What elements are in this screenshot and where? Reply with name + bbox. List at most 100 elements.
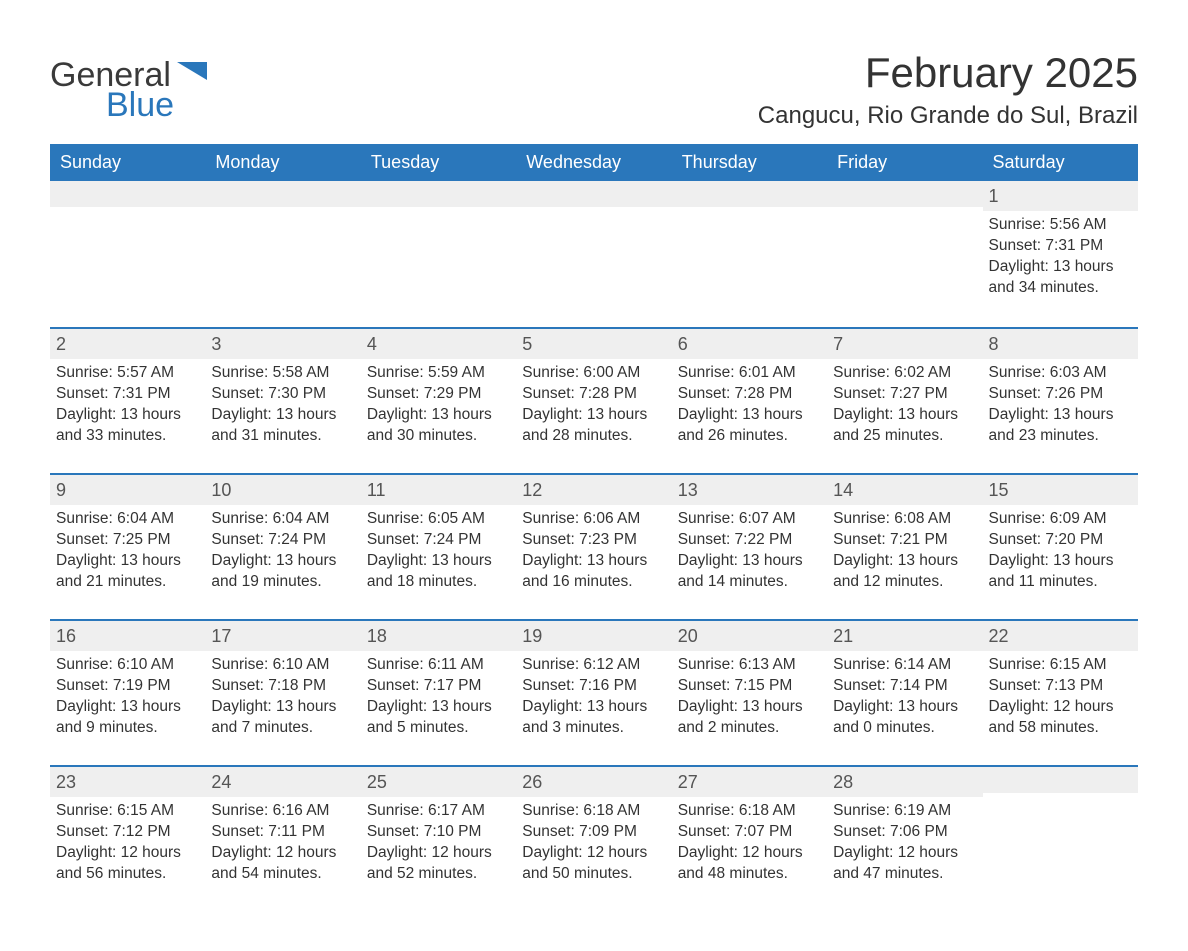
calendar-page: General Blue February 2025 Cangucu, Rio … [0, 0, 1188, 951]
sunrise-text: Sunrise: 6:05 AM [367, 509, 510, 530]
calendar-day-cell: 27Sunrise: 6:18 AMSunset: 7:07 PMDayligh… [672, 767, 827, 911]
daylight-text: Daylight: 12 hours and 58 minutes. [989, 697, 1132, 739]
dow-sunday: Sunday [50, 144, 205, 181]
daylight-text: Daylight: 13 hours and 5 minutes. [367, 697, 510, 739]
logo-triangle-icon [177, 58, 207, 85]
calendar-day-cell [827, 181, 982, 327]
daylight-text: Daylight: 12 hours and 54 minutes. [211, 843, 354, 885]
day-body: Sunrise: 6:11 AMSunset: 7:17 PMDaylight:… [361, 651, 516, 749]
calendar-day-cell [361, 181, 516, 327]
day-number: 19 [516, 621, 671, 651]
dow-thursday: Thursday [672, 144, 827, 181]
calendar-day-cell: 21Sunrise: 6:14 AMSunset: 7:14 PMDayligh… [827, 621, 982, 765]
sunset-text: Sunset: 7:16 PM [522, 676, 665, 697]
sunrise-text: Sunrise: 5:57 AM [56, 363, 199, 384]
sunrise-text: Sunrise: 6:18 AM [678, 801, 821, 822]
day-number: 15 [983, 475, 1138, 505]
daylight-text: Daylight: 13 hours and 11 minutes. [989, 551, 1132, 593]
day-body [361, 207, 516, 221]
calendar-day-cell: 10Sunrise: 6:04 AMSunset: 7:24 PMDayligh… [205, 475, 360, 619]
calendar-day-cell: 1Sunrise: 5:56 AMSunset: 7:31 PMDaylight… [983, 181, 1138, 327]
daylight-text: Daylight: 13 hours and 30 minutes. [367, 405, 510, 447]
sunset-text: Sunset: 7:21 PM [833, 530, 976, 551]
calendar-day-cell [516, 181, 671, 327]
daylight-text: Daylight: 13 hours and 31 minutes. [211, 405, 354, 447]
calendar-day-cell: 22Sunrise: 6:15 AMSunset: 7:13 PMDayligh… [983, 621, 1138, 765]
calendar-day-cell: 4Sunrise: 5:59 AMSunset: 7:29 PMDaylight… [361, 329, 516, 473]
day-number: 26 [516, 767, 671, 797]
sunset-text: Sunset: 7:31 PM [989, 236, 1132, 257]
day-number: 23 [50, 767, 205, 797]
dow-monday: Monday [205, 144, 360, 181]
day-body [205, 207, 360, 221]
dow-saturday: Saturday [983, 144, 1138, 181]
day-body: Sunrise: 6:16 AMSunset: 7:11 PMDaylight:… [205, 797, 360, 895]
sunset-text: Sunset: 7:19 PM [56, 676, 199, 697]
calendar-day-cell: 17Sunrise: 6:10 AMSunset: 7:18 PMDayligh… [205, 621, 360, 765]
sunset-text: Sunset: 7:06 PM [833, 822, 976, 843]
day-number: 10 [205, 475, 360, 505]
day-number [205, 181, 360, 207]
day-number: 17 [205, 621, 360, 651]
day-number: 14 [827, 475, 982, 505]
sunrise-text: Sunrise: 6:14 AM [833, 655, 976, 676]
sunset-text: Sunset: 7:14 PM [833, 676, 976, 697]
calendar-day-cell: 20Sunrise: 6:13 AMSunset: 7:15 PMDayligh… [672, 621, 827, 765]
sunrise-text: Sunrise: 6:07 AM [678, 509, 821, 530]
day-body [827, 207, 982, 221]
day-number [361, 181, 516, 207]
day-number: 11 [361, 475, 516, 505]
calendar-day-cell: 6Sunrise: 6:01 AMSunset: 7:28 PMDaylight… [672, 329, 827, 473]
day-body: Sunrise: 6:09 AMSunset: 7:20 PMDaylight:… [983, 505, 1138, 603]
day-number [672, 181, 827, 207]
day-number: 28 [827, 767, 982, 797]
daylight-text: Daylight: 12 hours and 56 minutes. [56, 843, 199, 885]
day-number [827, 181, 982, 207]
calendar-day-cell: 13Sunrise: 6:07 AMSunset: 7:22 PMDayligh… [672, 475, 827, 619]
day-body: Sunrise: 6:04 AMSunset: 7:25 PMDaylight:… [50, 505, 205, 603]
sunrise-text: Sunrise: 6:15 AM [56, 801, 199, 822]
sunrise-text: Sunrise: 6:03 AM [989, 363, 1132, 384]
day-body: Sunrise: 6:03 AMSunset: 7:26 PMDaylight:… [983, 359, 1138, 457]
sunrise-text: Sunrise: 6:01 AM [678, 363, 821, 384]
calendar-week: 2Sunrise: 5:57 AMSunset: 7:31 PMDaylight… [50, 327, 1138, 473]
logo-word-blue: Blue [106, 88, 207, 122]
dow-wednesday: Wednesday [516, 144, 671, 181]
calendar-day-cell: 11Sunrise: 6:05 AMSunset: 7:24 PMDayligh… [361, 475, 516, 619]
day-number: 5 [516, 329, 671, 359]
calendar-week: 9Sunrise: 6:04 AMSunset: 7:25 PMDaylight… [50, 473, 1138, 619]
month-title: February 2025 [758, 50, 1138, 96]
calendar-day-cell: 9Sunrise: 6:04 AMSunset: 7:25 PMDaylight… [50, 475, 205, 619]
sunrise-text: Sunrise: 5:56 AM [989, 215, 1132, 236]
day-body: Sunrise: 6:05 AMSunset: 7:24 PMDaylight:… [361, 505, 516, 603]
day-of-week-header: Sunday Monday Tuesday Wednesday Thursday… [50, 144, 1138, 181]
daylight-text: Daylight: 13 hours and 3 minutes. [522, 697, 665, 739]
day-body: Sunrise: 6:10 AMSunset: 7:18 PMDaylight:… [205, 651, 360, 749]
daylight-text: Daylight: 13 hours and 21 minutes. [56, 551, 199, 593]
sunset-text: Sunset: 7:12 PM [56, 822, 199, 843]
day-body: Sunrise: 6:14 AMSunset: 7:14 PMDaylight:… [827, 651, 982, 749]
calendar-day-cell: 8Sunrise: 6:03 AMSunset: 7:26 PMDaylight… [983, 329, 1138, 473]
sunset-text: Sunset: 7:24 PM [211, 530, 354, 551]
day-body: Sunrise: 5:59 AMSunset: 7:29 PMDaylight:… [361, 359, 516, 457]
sunrise-text: Sunrise: 6:15 AM [989, 655, 1132, 676]
day-body: Sunrise: 6:07 AMSunset: 7:22 PMDaylight:… [672, 505, 827, 603]
calendar-day-cell: 2Sunrise: 5:57 AMSunset: 7:31 PMDaylight… [50, 329, 205, 473]
sunrise-text: Sunrise: 6:04 AM [211, 509, 354, 530]
daylight-text: Daylight: 13 hours and 33 minutes. [56, 405, 199, 447]
calendar-day-cell: 18Sunrise: 6:11 AMSunset: 7:17 PMDayligh… [361, 621, 516, 765]
day-number: 25 [361, 767, 516, 797]
sunrise-text: Sunrise: 6:17 AM [367, 801, 510, 822]
daylight-text: Daylight: 12 hours and 47 minutes. [833, 843, 976, 885]
day-body: Sunrise: 5:56 AMSunset: 7:31 PMDaylight:… [983, 211, 1138, 309]
sunrise-text: Sunrise: 6:08 AM [833, 509, 976, 530]
sunrise-text: Sunrise: 6:12 AM [522, 655, 665, 676]
calendar-day-cell: 28Sunrise: 6:19 AMSunset: 7:06 PMDayligh… [827, 767, 982, 911]
day-body [983, 793, 1138, 807]
page-header: General Blue February 2025 Cangucu, Rio … [50, 50, 1138, 130]
day-body: Sunrise: 6:15 AMSunset: 7:13 PMDaylight:… [983, 651, 1138, 749]
sunrise-text: Sunrise: 6:13 AM [678, 655, 821, 676]
day-body [516, 207, 671, 221]
day-number: 20 [672, 621, 827, 651]
sunrise-text: Sunrise: 6:11 AM [367, 655, 510, 676]
